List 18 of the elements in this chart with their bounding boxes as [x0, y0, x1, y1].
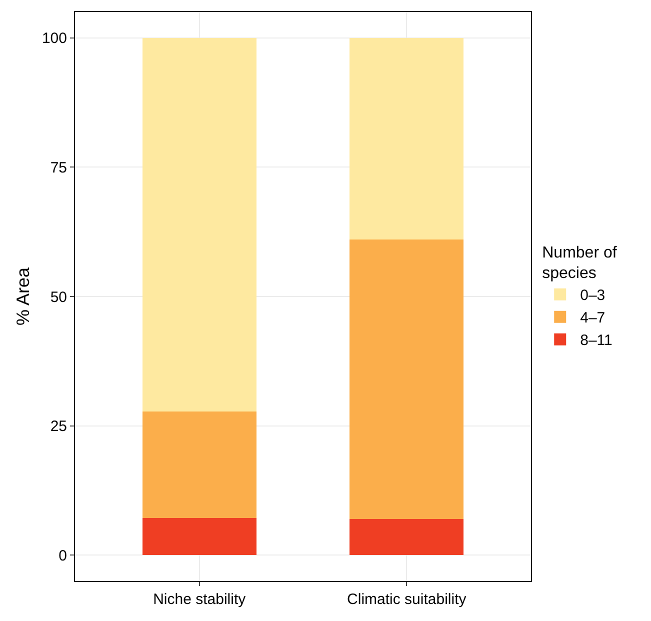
- legend-title: Number of species: [542, 244, 618, 282]
- y-tick-label: 25: [50, 418, 67, 436]
- legend-label: 0–3: [580, 287, 606, 304]
- x-tick-label: Climatic suitability: [347, 591, 467, 608]
- x-tick-label: Niche stability: [153, 591, 246, 608]
- bar: [350, 240, 464, 519]
- y-tick-label: 100: [42, 30, 67, 48]
- bar: [142, 518, 256, 556]
- legend-label: 4–7: [580, 310, 606, 327]
- y-axis-title: % Area: [13, 266, 33, 326]
- legend-label: 8–11: [580, 332, 612, 350]
- bar: [350, 38, 464, 240]
- y-tick-label: 75: [50, 159, 67, 176]
- bar: [142, 411, 256, 518]
- bar: [142, 38, 256, 412]
- bar: [350, 518, 464, 556]
- y-tick-label: 0: [58, 547, 67, 564]
- y-tick-label: 50: [50, 288, 67, 306]
